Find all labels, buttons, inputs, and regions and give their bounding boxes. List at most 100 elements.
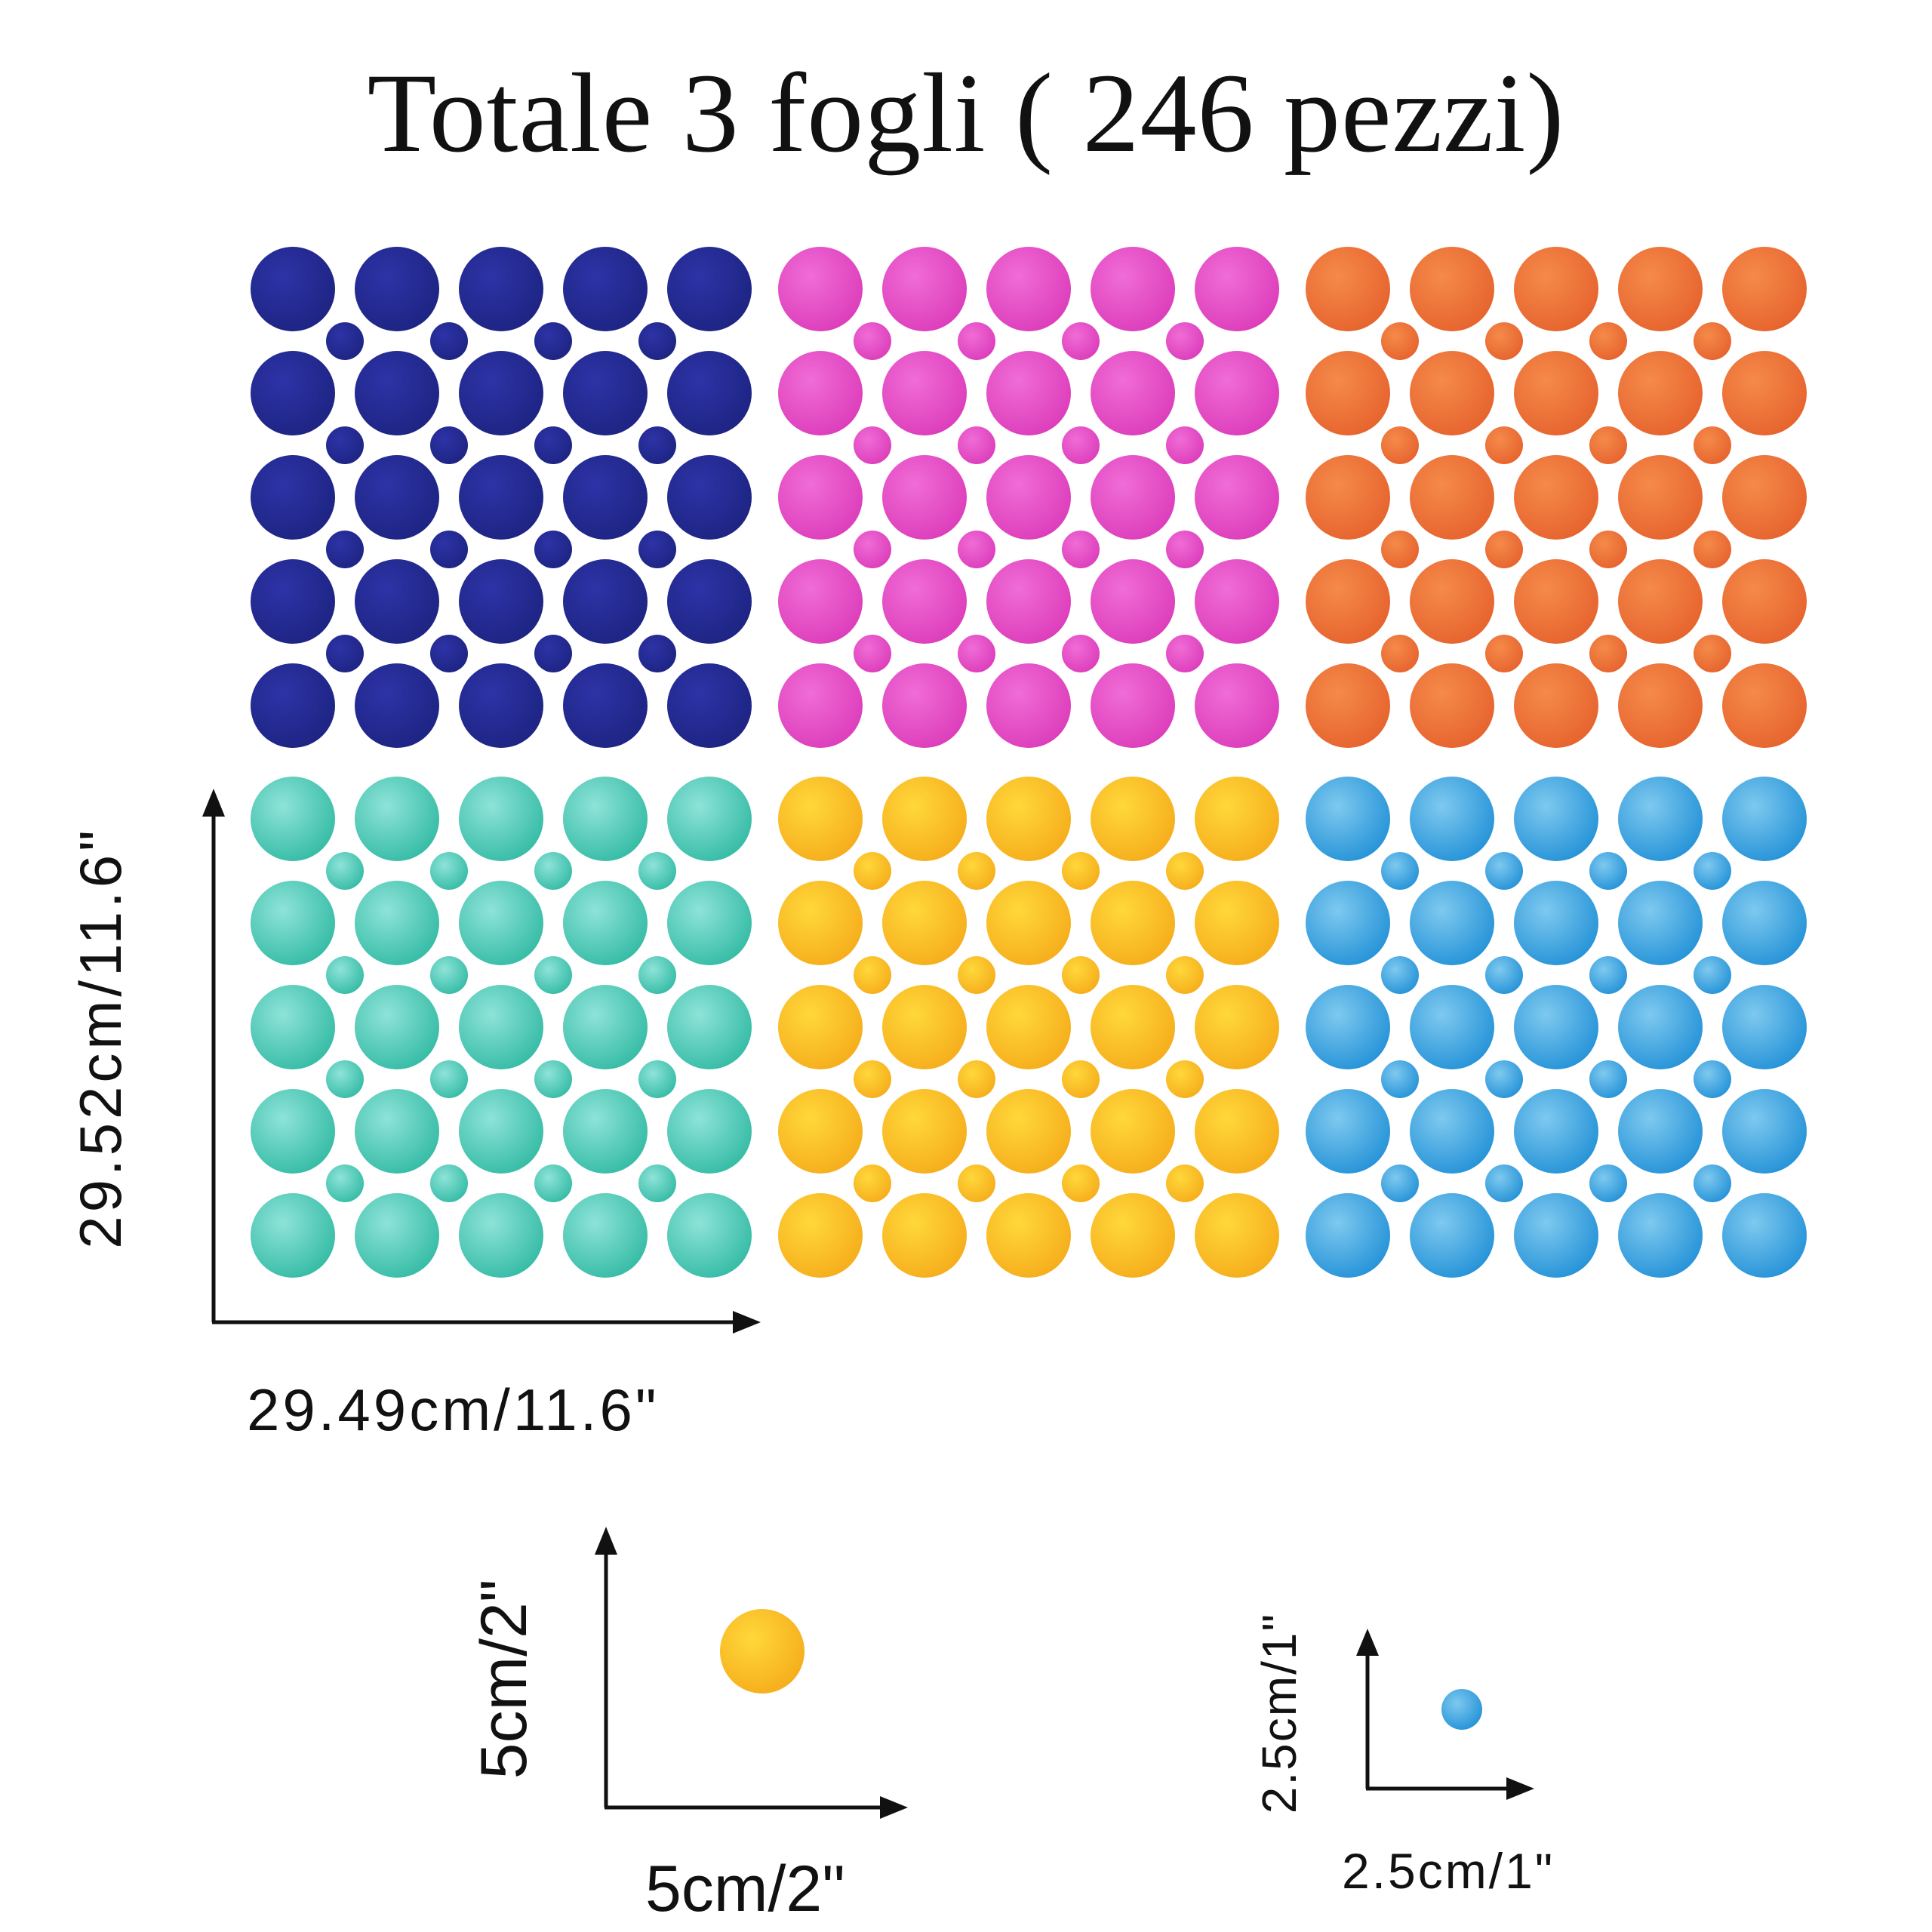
small-sticker-dot — [958, 852, 995, 890]
sheet-dimension-arrows — [202, 789, 761, 1334]
sheet-width-arrowhead — [733, 1311, 761, 1334]
large-sticker-dot — [563, 351, 648, 435]
large-sticker-dot — [459, 351, 543, 435]
small-dot-height-label: 2.5cm/1" — [1252, 1613, 1306, 1814]
large-sticker-dot — [1722, 1089, 1807, 1174]
large-sticker-dot — [667, 663, 752, 748]
large-sticker-dot — [1195, 455, 1279, 540]
small-sticker-dot — [430, 531, 468, 568]
large-sticker-dot — [355, 985, 439, 1069]
small-sticker-dot — [958, 956, 995, 994]
large-sticker-dot — [1722, 559, 1807, 644]
large-sticker-dot — [1091, 881, 1175, 965]
small-sticker-dot — [326, 1060, 364, 1098]
large-sticker-dot — [563, 777, 648, 861]
large-sticker-dot — [1195, 985, 1279, 1069]
small-sticker-dot — [1589, 1060, 1627, 1098]
small-sticker-dot — [854, 956, 891, 994]
small-sticker-dot — [1062, 1060, 1100, 1098]
large-sticker-dot — [1722, 455, 1807, 540]
large-sticker-dot — [251, 985, 335, 1069]
small-sticker-dot — [1694, 1060, 1731, 1098]
small-sticker-dot — [1589, 635, 1627, 672]
small-sticker-dot — [534, 426, 572, 464]
large-sticker-dot — [355, 559, 439, 644]
small-sticker-dot — [1062, 956, 1100, 994]
large-sticker-dot — [355, 247, 439, 331]
small-sticker-dot — [638, 1164, 676, 1202]
large-sticker-dot — [459, 881, 543, 965]
large-sticker-dot — [1410, 1193, 1494, 1278]
large-dot-width-label: 5cm/2" — [645, 1853, 845, 1925]
large-sticker-dot — [459, 455, 543, 540]
large-sticker-dot — [986, 559, 1071, 644]
large-sticker-dot — [1514, 247, 1598, 331]
large-sticker-dot — [1618, 881, 1703, 965]
small-sticker-dot — [1381, 322, 1419, 360]
small-sticker-dot — [854, 322, 891, 360]
small-sticker-dot — [1381, 426, 1419, 464]
large-sticker-dot — [459, 985, 543, 1069]
large-sticker-dot — [1306, 1089, 1390, 1174]
small-sticker-dot — [1694, 852, 1731, 890]
large-dot — [720, 1609, 804, 1694]
large-sticker-dot — [1195, 881, 1279, 965]
large-sticker-dot — [986, 985, 1071, 1069]
small-dot-height-arrowhead — [1356, 1629, 1379, 1656]
large-sticker-dot — [1410, 985, 1494, 1069]
small-sticker-dot — [534, 1060, 572, 1098]
small-sticker-dot — [534, 531, 572, 568]
large-sticker-dot — [1195, 351, 1279, 435]
large-sticker-dot — [1091, 663, 1175, 748]
large-sticker-dot — [1306, 663, 1390, 748]
small-dot — [1441, 1689, 1482, 1730]
small-sticker-dot — [326, 531, 364, 568]
small-sticker-dot — [430, 1164, 468, 1202]
small-sticker-dot — [534, 1164, 572, 1202]
large-sticker-dot — [667, 777, 752, 861]
large-sticker-dot — [882, 559, 967, 644]
large-sticker-dot — [1410, 351, 1494, 435]
large-sticker-dot — [355, 881, 439, 965]
large-sticker-dot — [882, 777, 967, 861]
large-sticker-dot — [563, 1089, 648, 1174]
sticker-sheet-pink — [778, 247, 1279, 748]
large-sticker-dot — [1195, 1193, 1279, 1278]
large-sticker-dot — [355, 351, 439, 435]
sticker-sheet-teal — [251, 777, 752, 1278]
small-sticker-dot — [638, 531, 676, 568]
large-sticker-dot — [882, 455, 967, 540]
large-sticker-dot — [1091, 455, 1175, 540]
small-sticker-dot — [1062, 426, 1100, 464]
small-sticker-dot — [638, 1060, 676, 1098]
large-sticker-dot — [1722, 881, 1807, 965]
small-sticker-dot — [1166, 1164, 1204, 1202]
large-sticker-dot — [1514, 1193, 1598, 1278]
small-sticker-dot — [534, 852, 572, 890]
small-sticker-dot — [326, 852, 364, 890]
small-sticker-dot — [958, 322, 995, 360]
large-sticker-dot — [1091, 1089, 1175, 1174]
large-sticker-dot — [1722, 663, 1807, 748]
large-sticker-dot — [1514, 559, 1598, 644]
large-sticker-dot — [1618, 247, 1703, 331]
large-sticker-dot — [778, 777, 863, 861]
small-sticker-dot — [1381, 531, 1419, 568]
sheet-width-label: 29.49cm/11.6" — [247, 1377, 660, 1443]
small-sticker-dot — [1485, 852, 1523, 890]
small-sticker-dot — [430, 322, 468, 360]
small-sticker-dot — [1381, 635, 1419, 672]
large-sticker-dot — [1618, 663, 1703, 748]
large-sticker-dot — [986, 351, 1071, 435]
small-sticker-dot — [1166, 1060, 1204, 1098]
large-sticker-dot — [1618, 985, 1703, 1069]
small-sticker-dot — [854, 852, 891, 890]
small-sticker-dot — [1381, 1060, 1419, 1098]
small-sticker-dot — [1485, 1164, 1523, 1202]
small-sticker-dot — [1381, 1164, 1419, 1202]
small-sticker-dot — [1694, 322, 1731, 360]
large-sticker-dot — [1618, 455, 1703, 540]
small-sticker-dot — [1062, 531, 1100, 568]
small-sticker-dot — [854, 531, 891, 568]
